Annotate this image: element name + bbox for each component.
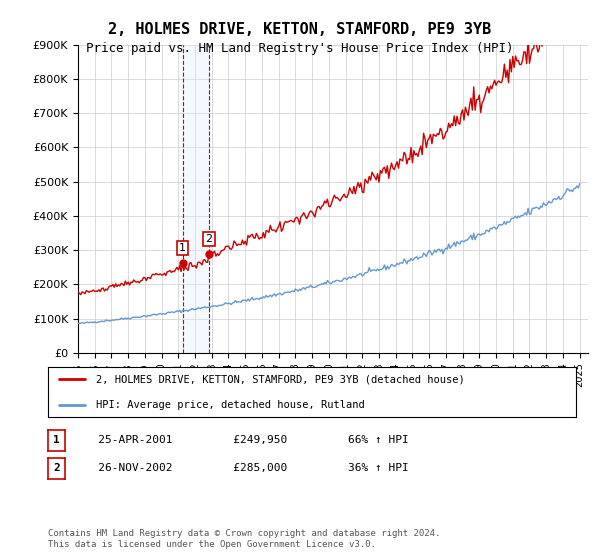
Text: Contains HM Land Registry data © Crown copyright and database right 2024.
This d: Contains HM Land Registry data © Crown c… bbox=[48, 529, 440, 549]
Text: 2: 2 bbox=[205, 234, 212, 244]
Text: 2, HOLMES DRIVE, KETTON, STAMFORD, PE9 3YB (detached house): 2, HOLMES DRIVE, KETTON, STAMFORD, PE9 3… bbox=[95, 375, 464, 384]
Text: 1: 1 bbox=[179, 243, 186, 253]
Bar bbox=[182, 45, 209, 353]
Text: HPI: Average price, detached house, Rutland: HPI: Average price, detached house, Rutl… bbox=[95, 400, 364, 409]
Text: 25-APR-2001         £249,950         66% ↑ HPI: 25-APR-2001 £249,950 66% ↑ HPI bbox=[78, 435, 409, 445]
Text: 1: 1 bbox=[53, 435, 60, 445]
Text: 2: 2 bbox=[53, 463, 60, 473]
Text: 26-NOV-2002         £285,000         36% ↑ HPI: 26-NOV-2002 £285,000 36% ↑ HPI bbox=[78, 463, 409, 473]
Text: Price paid vs. HM Land Registry's House Price Index (HPI): Price paid vs. HM Land Registry's House … bbox=[86, 42, 514, 55]
Text: 2, HOLMES DRIVE, KETTON, STAMFORD, PE9 3YB: 2, HOLMES DRIVE, KETTON, STAMFORD, PE9 3… bbox=[109, 22, 491, 38]
